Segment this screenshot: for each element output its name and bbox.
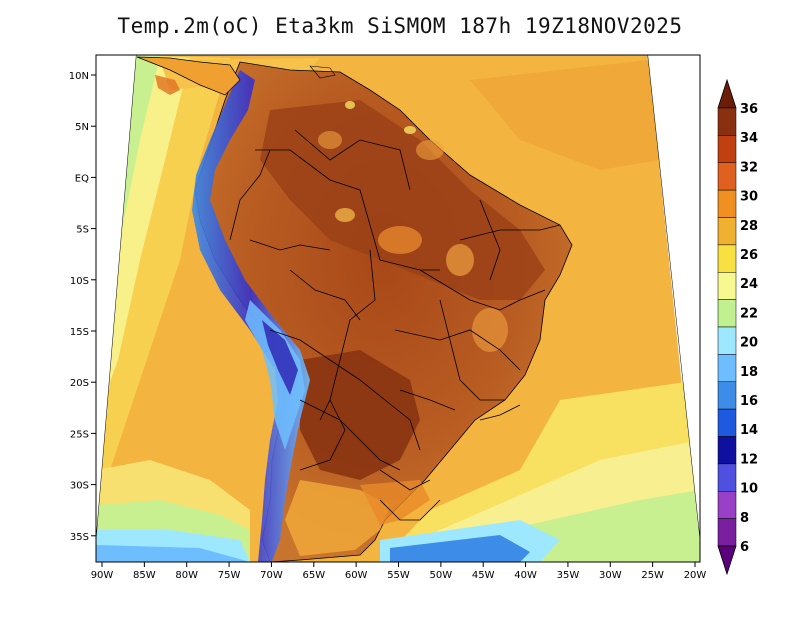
lon-tick-label: 70W — [260, 570, 283, 581]
lon-tick-label: 30W — [599, 570, 622, 581]
colorbar-bin — [717, 107, 737, 136]
lat-tick-label: 5N — [75, 122, 89, 133]
colorbar-label: 32 — [740, 160, 758, 175]
colorbar-label: 34 — [740, 131, 758, 146]
lat-tick-label: 15S — [70, 327, 89, 338]
colorbar-label: 26 — [740, 248, 758, 263]
lat-tick-label: 10S — [70, 276, 89, 287]
colorbar-bin — [717, 463, 737, 492]
lon-tick-label: 25W — [641, 570, 664, 581]
lat-tick-label: 10N — [69, 71, 89, 82]
colorbar-bin — [717, 491, 737, 519]
colorbar-bin — [717, 189, 737, 218]
colorbar-bin — [717, 381, 737, 410]
lon-tick-label: 65W — [302, 570, 325, 581]
south-america-land — [192, 61, 573, 563]
colorbar-bottom-arrow — [717, 545, 737, 576]
colorbar-bin — [717, 244, 737, 273]
lat-tick-label: 5S — [76, 225, 89, 236]
lon-tick-label: 55W — [387, 570, 410, 581]
colorbar-bin — [717, 436, 737, 465]
colorbar-label: 20 — [740, 336, 758, 351]
lon-tick-label: 80W — [175, 570, 198, 581]
colorbar-bin — [717, 299, 737, 328]
colorbar-bin — [717, 217, 737, 246]
lat-tick-label: 30S — [70, 481, 89, 492]
colorbar-label: 28 — [740, 219, 758, 234]
colorbar-legend: 6 8 10 12 14 16 18 20 22 24 26 28 30 32 34 36 — [717, 78, 758, 576]
longitude-axis: 90W 85W 80W 75W 70W 65W 60W 55W 50W 45W 40W 35W 30W 2… — [91, 562, 707, 581]
latitude-axis: 10N 5N EQ 5S 10S 15S 20S 25S 30S 35S — [69, 71, 96, 543]
colorbar-bin — [717, 272, 737, 300]
colorbar-label: 6 — [740, 540, 749, 555]
colorbar-label: 18 — [740, 365, 758, 380]
colorbar-label: 16 — [740, 394, 758, 409]
colorbar-bin — [717, 518, 737, 547]
country-borders — [229, 129, 561, 521]
lat-tick-label: EQ — [75, 173, 89, 184]
colorbar-bin — [717, 326, 737, 355]
lat-tick-label: 35S — [70, 532, 89, 543]
colorbar-label: 36 — [740, 102, 758, 117]
lon-tick-label: 40W — [514, 570, 537, 581]
colorbar-bin — [717, 162, 737, 191]
colorbar-label: 14 — [740, 423, 758, 438]
colorbar-bin — [717, 135, 737, 163]
colorbar-top-arrow — [717, 78, 737, 109]
colorbar-label: 12 — [740, 452, 758, 467]
lon-tick-label: 35W — [557, 570, 580, 581]
map-title: Temp.2m(oC) Eta3km SiSMOM 187h 19Z18NOV2… — [117, 14, 683, 38]
colorbar-bin — [717, 408, 737, 437]
map-frame — [95, 54, 701, 563]
lon-tick-label: 45W — [472, 570, 495, 581]
lon-tick-label: 85W — [133, 570, 156, 581]
colorbar-bin — [717, 354, 737, 382]
lon-tick-label: 75W — [218, 570, 241, 581]
lat-tick-label: 20S — [70, 378, 89, 389]
lon-tick-label: 50W — [430, 570, 453, 581]
lon-tick-label: 20W — [684, 570, 707, 581]
colorbar-label: 30 — [740, 190, 758, 205]
colorbar-label: 24 — [740, 277, 758, 292]
colorbar-label: 10 — [740, 482, 758, 497]
lat-tick-label: 25S — [70, 429, 89, 440]
colorbar-label: 8 — [740, 511, 749, 526]
colorbar-label: 22 — [740, 306, 758, 321]
lon-tick-label: 90W — [91, 570, 114, 581]
lon-tick-label: 60W — [345, 570, 368, 581]
